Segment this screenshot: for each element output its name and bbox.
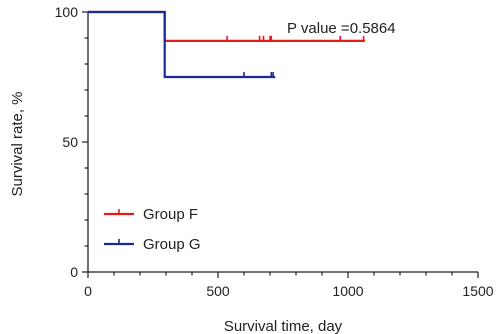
- y-tick-label: 50: [62, 134, 78, 150]
- legend-item-group-g: Group G: [104, 236, 201, 253]
- legend-item-group-f: Group F: [104, 206, 198, 223]
- legend-label-group-g: Group G: [143, 236, 201, 253]
- legend-label-group-f: Group F: [143, 206, 198, 223]
- x-tick-label: 1000: [332, 283, 363, 299]
- axes: [87, 12, 478, 273]
- y-axis-title: Survival rate, %: [9, 91, 26, 196]
- x-tick-label: 1500: [462, 283, 493, 299]
- x-axis-title: Survival time, day: [224, 318, 343, 334]
- series-group-g: [88, 10, 276, 79]
- series-layer: [88, 10, 365, 79]
- tick-labels: 0 500 1000 1500 0 50 100: [55, 4, 494, 299]
- y-tick-label: 0: [70, 264, 78, 280]
- x-tick-label: 500: [206, 283, 230, 299]
- p-value-annotation: P value =0.5864: [287, 20, 396, 37]
- survival-curve: [88, 10, 276, 79]
- y-tick-label: 100: [55, 4, 79, 20]
- tick-marks: [82, 11, 479, 278]
- x-tick-label: 0: [84, 283, 92, 299]
- legend: Group F Group G: [104, 206, 201, 253]
